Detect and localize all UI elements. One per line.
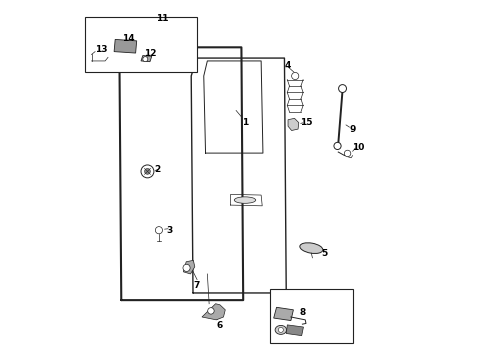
Circle shape [344,150,351,157]
Text: 5: 5 [321,249,327,258]
Text: 2: 2 [154,165,160,174]
Circle shape [339,85,346,93]
Text: 9: 9 [349,125,356,134]
Circle shape [145,168,150,174]
Circle shape [155,226,163,234]
Text: 13: 13 [96,45,108,54]
Circle shape [208,308,214,314]
Text: 4: 4 [285,61,291,70]
Text: 14: 14 [122,34,135,43]
Text: 7: 7 [194,281,200,290]
Text: 10: 10 [352,143,364,152]
Ellipse shape [275,325,287,334]
Ellipse shape [234,197,256,203]
Text: 15: 15 [300,118,312,127]
Polygon shape [141,55,152,62]
Bar [85,17,196,72]
Text: 8: 8 [299,308,305,317]
Text: 3: 3 [167,226,173,235]
Circle shape [334,142,341,149]
Polygon shape [202,304,225,320]
Bar [270,289,353,343]
Text: 12: 12 [144,49,156,58]
Circle shape [141,165,154,178]
Polygon shape [286,325,303,336]
Circle shape [143,57,148,62]
Polygon shape [183,260,195,274]
Circle shape [278,327,283,332]
Circle shape [292,72,299,80]
Text: 11: 11 [156,14,169,23]
Text: 1: 1 [242,118,248,127]
Circle shape [183,264,190,271]
Polygon shape [288,118,299,131]
Polygon shape [114,40,137,53]
Text: 6: 6 [217,321,223,330]
Ellipse shape [300,243,323,253]
Polygon shape [274,307,294,320]
